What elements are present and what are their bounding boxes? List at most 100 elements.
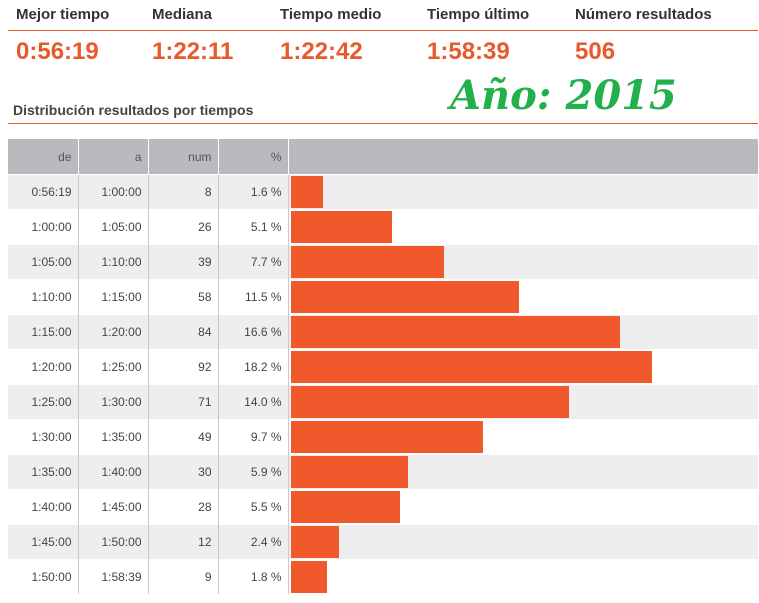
table-row: 0:56:19 1:00:00 8 1.6 % bbox=[8, 174, 758, 210]
cell-to: 1:05:00 bbox=[78, 209, 149, 245]
distribution-bar bbox=[290, 281, 519, 313]
cell-to: 1:40:00 bbox=[78, 454, 149, 490]
cell-count: 28 bbox=[148, 489, 219, 525]
table-row: 1:40:00 1:45:00 28 5.5 % bbox=[8, 489, 758, 525]
stat-label-mean: Tiempo medio bbox=[280, 6, 382, 23]
cell-count: 84 bbox=[148, 314, 219, 350]
cell-from: 1:30:00 bbox=[8, 419, 79, 455]
distribution-bar bbox=[290, 561, 327, 593]
cell-to: 1:58:39 bbox=[78, 559, 149, 594]
cell-from: 1:15:00 bbox=[8, 314, 79, 350]
cell-from: 1:10:00 bbox=[8, 279, 79, 315]
stat-label-count: Número resultados bbox=[575, 6, 712, 23]
distribution-bar bbox=[290, 386, 569, 418]
section-title: Distribución resultados por tiempos bbox=[13, 102, 254, 118]
cell-percent: 2.4 % bbox=[218, 524, 289, 560]
cell-from: 1:35:00 bbox=[8, 454, 79, 490]
stat-value-best: 0:56:19 bbox=[16, 38, 99, 65]
cell-from: 1:20:00 bbox=[8, 349, 79, 385]
table-row: 1:05:00 1:10:00 39 7.7 % bbox=[8, 244, 758, 280]
bar-cell bbox=[288, 209, 758, 245]
stats-divider bbox=[8, 30, 758, 31]
cell-from: 1:50:00 bbox=[8, 559, 79, 594]
distribution-bar bbox=[290, 176, 323, 208]
stat-value-count: 506 bbox=[575, 38, 616, 65]
bar-cell bbox=[288, 384, 758, 420]
cell-to: 1:45:00 bbox=[78, 489, 149, 525]
cell-to: 1:15:00 bbox=[78, 279, 149, 315]
stat-label-best: Mejor tiempo bbox=[16, 6, 110, 23]
distribution-table: de a num % 0:56:19 1:00:00 8 1.6 % 1:00:00 1:… bbox=[8, 139, 759, 594]
cell-percent: 18.2 % bbox=[218, 349, 289, 385]
cell-percent: 7.7 % bbox=[218, 244, 289, 280]
cell-from: 1:05:00 bbox=[8, 244, 79, 280]
distribution-bar bbox=[290, 351, 652, 383]
cell-to: 1:30:00 bbox=[78, 384, 149, 420]
bar-cell bbox=[288, 314, 758, 350]
table-row: 1:25:00 1:30:00 71 14.0 % bbox=[8, 384, 758, 420]
table-body: 0:56:19 1:00:00 8 1.6 % 1:00:00 1:05:00 26 5.1 … bbox=[8, 174, 758, 594]
bar-cell bbox=[288, 279, 758, 315]
bar-cell bbox=[288, 559, 758, 594]
bar-cell bbox=[288, 489, 758, 525]
table-row: 1:50:00 1:58:39 9 1.8 % bbox=[8, 559, 758, 594]
cell-to: 1:10:00 bbox=[78, 244, 149, 280]
section-divider bbox=[8, 123, 758, 124]
bar-cell bbox=[288, 174, 758, 210]
cell-count: 39 bbox=[148, 244, 219, 280]
table-row: 1:20:00 1:25:00 92 18.2 % bbox=[8, 349, 758, 385]
stat-value-mean: 1:22:42 bbox=[280, 38, 363, 65]
cell-from: 0:56:19 bbox=[8, 174, 79, 210]
cell-percent: 5.9 % bbox=[218, 454, 289, 490]
cell-count: 71 bbox=[148, 384, 219, 420]
table-header-row: de a num % bbox=[8, 139, 759, 175]
distribution-bar bbox=[290, 491, 400, 523]
stat-label-last: Tiempo último bbox=[427, 6, 530, 23]
table-row: 1:35:00 1:40:00 30 5.9 % bbox=[8, 454, 758, 490]
table-row: 1:00:00 1:05:00 26 5.1 % bbox=[8, 209, 758, 245]
cell-count: 92 bbox=[148, 349, 219, 385]
table-row: 1:15:00 1:20:00 84 16.6 % bbox=[8, 314, 758, 350]
cell-to: 1:35:00 bbox=[78, 419, 149, 455]
bar-cell bbox=[288, 349, 758, 385]
cell-count: 49 bbox=[148, 419, 219, 455]
cell-percent: 5.1 % bbox=[218, 209, 289, 245]
distribution-bar bbox=[290, 246, 444, 278]
bar-cell bbox=[288, 419, 758, 455]
bar-cell bbox=[288, 524, 758, 560]
cell-to: 1:25:00 bbox=[78, 349, 149, 385]
summary-stats: Mejor tiempo Mediana Tiempo medio Tiempo… bbox=[8, 0, 758, 80]
stat-value-median: 1:22:11 bbox=[152, 38, 234, 65]
year-label: Año: 2015 bbox=[450, 72, 677, 119]
distribution-bar bbox=[290, 456, 408, 488]
col-header-num: num bbox=[148, 139, 219, 175]
cell-percent: 16.6 % bbox=[218, 314, 289, 350]
col-header-bar bbox=[288, 139, 759, 175]
stat-label-median: Mediana bbox=[152, 6, 213, 23]
cell-from: 1:40:00 bbox=[8, 489, 79, 525]
table-row: 1:45:00 1:50:00 12 2.4 % bbox=[8, 524, 758, 560]
distribution-bar bbox=[290, 211, 392, 243]
cell-percent: 1.8 % bbox=[218, 559, 289, 594]
bar-cell bbox=[288, 454, 758, 490]
table-row: 1:30:00 1:35:00 49 9.7 % bbox=[8, 419, 758, 455]
cell-count: 26 bbox=[148, 209, 219, 245]
cell-from: 1:00:00 bbox=[8, 209, 79, 245]
table-row: 1:10:00 1:15:00 58 11.5 % bbox=[8, 279, 758, 315]
col-header-de: de bbox=[8, 139, 79, 175]
cell-to: 1:50:00 bbox=[78, 524, 149, 560]
stat-value-last: 1:58:39 bbox=[427, 38, 510, 65]
distribution-bar bbox=[290, 316, 620, 348]
cell-percent: 11.5 % bbox=[218, 279, 289, 315]
distribution-bar bbox=[290, 421, 483, 453]
cell-percent: 1.6 % bbox=[218, 174, 289, 210]
bar-cell bbox=[288, 244, 758, 280]
cell-percent: 5.5 % bbox=[218, 489, 289, 525]
cell-count: 30 bbox=[148, 454, 219, 490]
cell-count: 12 bbox=[148, 524, 219, 560]
distribution-bar bbox=[290, 526, 339, 558]
cell-percent: 14.0 % bbox=[218, 384, 289, 420]
col-header-pct: % bbox=[218, 139, 289, 175]
cell-from: 1:25:00 bbox=[8, 384, 79, 420]
cell-to: 1:20:00 bbox=[78, 314, 149, 350]
